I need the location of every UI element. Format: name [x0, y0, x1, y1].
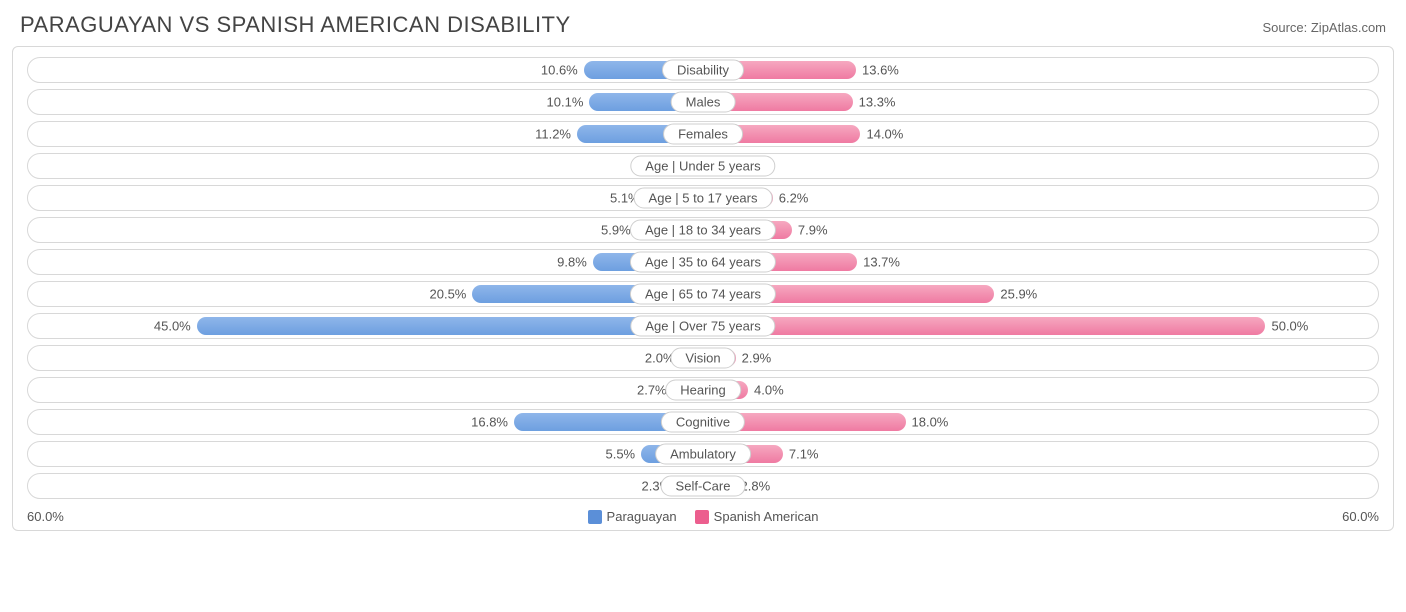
row-label: Age | 65 to 74 years — [630, 284, 776, 305]
left-value: 10.1% — [547, 95, 590, 110]
row-label: Ambulatory — [655, 444, 751, 465]
left-half: 10.6% — [28, 58, 703, 82]
left-half: 2.3% — [28, 474, 703, 498]
right-half: 50.0% — [703, 314, 1378, 338]
right-half: 2.8% — [703, 474, 1378, 498]
right-value: 13.3% — [853, 95, 896, 110]
left-value: 45.0% — [154, 319, 197, 334]
right-half: 6.2% — [703, 186, 1378, 210]
right-half: 13.3% — [703, 90, 1378, 114]
right-value: 6.2% — [773, 191, 809, 206]
left-bar: 45.0% — [197, 317, 703, 335]
row-label: Females — [663, 124, 743, 145]
data-row: 2.0%1.1%Age | Under 5 years — [27, 153, 1379, 179]
right-value: 7.1% — [783, 447, 819, 462]
right-half: 2.9% — [703, 346, 1378, 370]
right-value: 13.7% — [857, 255, 900, 270]
left-value: 9.8% — [557, 255, 593, 270]
left-half: 10.1% — [28, 90, 703, 114]
right-half: 14.0% — [703, 122, 1378, 146]
row-label: Vision — [670, 348, 735, 369]
left-half: 45.0% — [28, 314, 703, 338]
legend-right: Spanish American — [695, 509, 819, 524]
data-row: 9.8% 13.7% Age | 35 to 64 years — [27, 249, 1379, 275]
data-row: 2.3%2.8%Self-Care — [27, 473, 1379, 499]
left-value: 20.5% — [430, 287, 473, 302]
chart-source: Source: ZipAtlas.com — [1262, 20, 1386, 35]
left-half: 20.5% — [28, 282, 703, 306]
left-half: 11.2% — [28, 122, 703, 146]
chart-title: PARAGUAYAN VS SPANISH AMERICAN DISABILIT… — [20, 12, 571, 38]
right-value: 50.0% — [1265, 319, 1308, 334]
row-label: Hearing — [665, 380, 741, 401]
legend-swatch-right — [695, 510, 709, 524]
right-half: 1.1% — [703, 154, 1378, 178]
left-half: 5.1% — [28, 186, 703, 210]
left-half: 5.9% — [28, 218, 703, 242]
right-half: 7.1% — [703, 442, 1378, 466]
data-row: 10.6% 13.6% Disability — [27, 57, 1379, 83]
legend-label-left: Paraguayan — [607, 509, 677, 524]
chart-header: PARAGUAYAN VS SPANISH AMERICAN DISABILIT… — [12, 12, 1394, 46]
legend-left: Paraguayan — [588, 509, 677, 524]
right-value: 4.0% — [748, 383, 784, 398]
right-value: 7.9% — [792, 223, 828, 238]
left-value: 11.2% — [535, 127, 577, 142]
right-half: 7.9% — [703, 218, 1378, 242]
row-label: Age | Over 75 years — [630, 316, 775, 337]
left-value: 10.6% — [541, 63, 584, 78]
row-label: Disability — [662, 60, 744, 81]
right-value: 13.6% — [856, 63, 899, 78]
data-row: 5.5% 7.1% Ambulatory — [27, 441, 1379, 467]
data-row: 45.0%50.0%Age | Over 75 years — [27, 313, 1379, 339]
axis-max-right: 60.0% — [1342, 509, 1379, 524]
row-label: Age | 18 to 34 years — [630, 220, 776, 241]
left-half: 2.0% — [28, 346, 703, 370]
data-row: 16.8% 18.0% Cognitive — [27, 409, 1379, 435]
data-row: 2.0% 2.9%Vision — [27, 345, 1379, 371]
left-half: 5.5% — [28, 442, 703, 466]
legend: Paraguayan Spanish American — [588, 509, 819, 524]
right-half: 18.0% — [703, 410, 1378, 434]
right-half: 4.0% — [703, 378, 1378, 402]
row-label: Age | 35 to 64 years — [630, 252, 776, 273]
axis-max-left: 60.0% — [27, 509, 64, 524]
right-bar: 50.0% — [703, 317, 1265, 335]
row-label: Self-Care — [661, 476, 746, 497]
chart-body: 10.6% 13.6% Disability 10.1% 13.3% Males 11.2%… — [12, 46, 1394, 531]
left-half: 2.0% — [28, 154, 703, 178]
row-label: Age | Under 5 years — [630, 156, 775, 177]
data-row: 5.1% 6.2%Age | 5 to 17 years — [27, 185, 1379, 211]
data-row: 20.5% 25.9% Age | 65 to 74 years — [27, 281, 1379, 307]
left-value: 16.8% — [471, 415, 514, 430]
data-row: 10.1% 13.3% Males — [27, 89, 1379, 115]
left-half: 16.8% — [28, 410, 703, 434]
right-value: 2.9% — [736, 351, 772, 366]
left-half: 2.7% — [28, 378, 703, 402]
legend-label-right: Spanish American — [714, 509, 819, 524]
right-half: 25.9% — [703, 282, 1378, 306]
legend-swatch-left — [588, 510, 602, 524]
data-row: 2.7% 4.0% Hearing — [27, 377, 1379, 403]
left-half: 9.8% — [28, 250, 703, 274]
row-label: Cognitive — [661, 412, 745, 433]
right-value: 18.0% — [906, 415, 949, 430]
right-value: 14.0% — [860, 127, 903, 142]
row-label: Males — [671, 92, 736, 113]
left-value: 5.5% — [605, 447, 641, 462]
rows-container: 10.6% 13.6% Disability 10.1% 13.3% Males 11.2%… — [27, 57, 1379, 499]
data-row: 5.9% 7.9% Age | 18 to 34 years — [27, 217, 1379, 243]
right-half: 13.7% — [703, 250, 1378, 274]
right-value: 25.9% — [994, 287, 1037, 302]
chart-footer: 60.0% Paraguayan Spanish American 60.0% — [27, 505, 1379, 524]
right-half: 13.6% — [703, 58, 1378, 82]
row-label: Age | 5 to 17 years — [634, 188, 773, 209]
data-row: 11.2% 14.0% Females — [27, 121, 1379, 147]
